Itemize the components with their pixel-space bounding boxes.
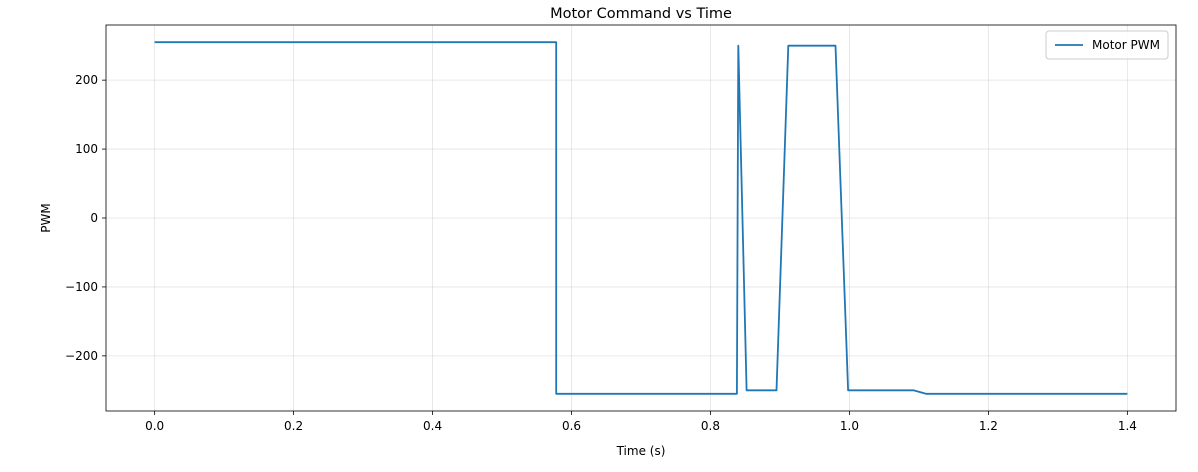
chart-title: Motor Command vs Time [550, 6, 732, 22]
x-axis: 0.0 0.2 0.4 0.6 0.8 1.0 1.2 1.4 [145, 411, 1137, 433]
x-tick-label: 0.0 [145, 419, 164, 433]
x-tick-label: 0.2 [284, 419, 303, 433]
y-axis-label: PWM [39, 203, 53, 232]
y-tick-label: 0 [90, 211, 98, 225]
y-tick-label: −200 [65, 349, 98, 363]
y-axis: −200 −100 0 100 200 [65, 73, 106, 363]
x-tick-label: 0.4 [423, 419, 442, 433]
series-layer [154, 41, 1128, 395]
grid [106, 25, 1176, 411]
y-tick-label: 200 [75, 73, 98, 87]
x-tick-label: 0.6 [562, 419, 581, 433]
x-axis-label: Time (s) [616, 444, 666, 458]
y-tick-label: −100 [65, 280, 98, 294]
legend-box [1045, 30, 1169, 60]
x-tick-label: 1.0 [840, 419, 859, 433]
x-tick-label: 1.4 [1118, 419, 1137, 433]
legend-label-motor-pwm: Motor PWM [1092, 38, 1160, 52]
legend: Motor PWM [1045, 30, 1169, 60]
series-line-motor-pwm [154, 41, 1128, 395]
x-tick-label: 0.8 [701, 419, 720, 433]
x-tick-label: 1.2 [979, 419, 998, 433]
y-tick-label: 100 [75, 142, 98, 156]
